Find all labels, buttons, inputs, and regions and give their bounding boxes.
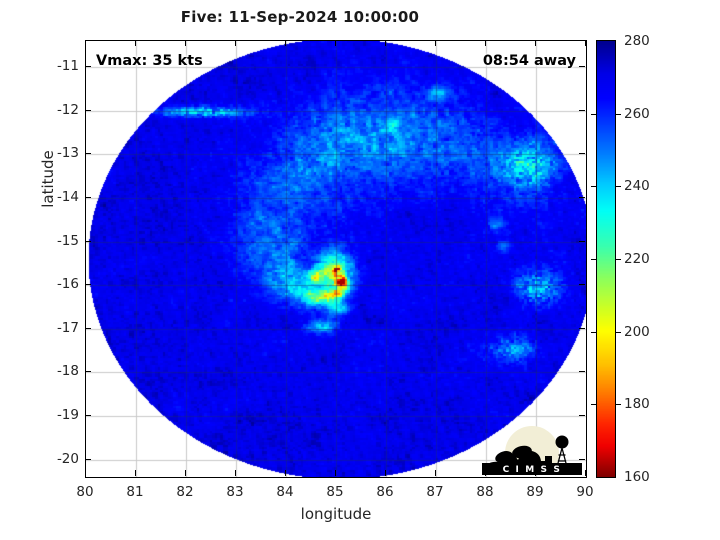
y-tick-label: -12 (56, 101, 79, 118)
y-tick-mark (579, 196, 585, 198)
y-tick-mark (579, 109, 585, 111)
x-tick-mark (285, 40, 286, 46)
y-tick-mark (85, 414, 91, 416)
y-tick-mark (579, 284, 585, 286)
y-tick-mark (579, 458, 585, 460)
colorbar-tick-label: 280 (624, 33, 650, 49)
colorbar-tick-mark (591, 113, 596, 115)
colorbar-tick-label: 200 (624, 323, 650, 340)
y-tick-label: -19 (56, 406, 79, 423)
page-title: Five: 11-Sep-2024 10:00:00 (180, 8, 420, 26)
y-tick-mark (579, 240, 585, 242)
time-away-annotation: 08:54 away (482, 53, 576, 69)
y-tick-mark (579, 327, 585, 329)
y-tick-label: -20 (56, 450, 79, 467)
x-tick-label: 85 (326, 484, 344, 500)
cimss-logo: C I M S S (482, 426, 582, 475)
colorbar-tick-mark (591, 331, 596, 333)
x-tick-label: 84 (276, 484, 294, 500)
colorbar-gradient (597, 41, 615, 477)
x-tick-mark (535, 470, 536, 476)
x-tick-mark (585, 40, 586, 46)
x-tick-mark (185, 470, 186, 476)
colorbar-tick-label: 240 (624, 178, 650, 195)
y-tick-label: -16 (56, 276, 79, 293)
y-tick-mark (85, 153, 91, 155)
colorbar-tick-mark (616, 186, 621, 188)
y-axis-title: latitude (39, 150, 57, 208)
y-tick-mark (579, 153, 585, 155)
cimss-logo-text: C I M S S (503, 465, 562, 475)
x-tick-mark (235, 470, 236, 476)
colorbar-tick-mark (591, 259, 596, 260)
x-tick-mark (135, 470, 136, 476)
colorbar-tick-label: 160 (624, 469, 650, 485)
x-tick-mark (135, 40, 136, 46)
x-tick-mark (435, 40, 436, 46)
x-tick-label: 83 (226, 484, 244, 500)
x-tick-mark (335, 470, 336, 476)
y-tick-mark (85, 327, 91, 329)
x-tick-label: 80 (76, 484, 94, 500)
y-tick-mark (85, 66, 91, 68)
vmax-annotation: Vmax: 35 kts (96, 53, 203, 69)
y-tick-mark (85, 240, 91, 242)
y-tick-mark (85, 284, 91, 286)
y-tick-mark (85, 371, 91, 373)
x-tick-mark (585, 470, 586, 476)
colorbar-tick-mark (591, 186, 596, 188)
x-tick-label: 81 (126, 484, 144, 500)
x-tick-mark (535, 40, 536, 46)
y-tick-label: -14 (56, 188, 79, 205)
x-tick-label: 90 (576, 484, 594, 500)
x-tick-label: 82 (176, 484, 194, 500)
colorbar-tick-label: 260 (624, 105, 650, 122)
colorbar-tick-mark (591, 404, 596, 406)
y-tick-label: -11 (56, 58, 79, 75)
y-tick-mark (85, 458, 91, 460)
x-tick-label: 86 (376, 484, 394, 500)
y-tick-mark (85, 109, 91, 111)
y-tick-label: -13 (56, 145, 79, 162)
y-tick-label: -15 (56, 232, 79, 249)
plot-area: Vmax: 35 kts 08:54 away C I M S S (85, 40, 587, 478)
x-tick-mark (85, 40, 86, 46)
x-tick-mark (385, 40, 386, 46)
brightness-temperature-heatmap (86, 41, 586, 477)
x-tick-mark (385, 470, 386, 476)
y-tick-mark (579, 371, 585, 373)
y-tick-mark (579, 414, 585, 416)
colorbar-tick-mark (616, 259, 621, 260)
colorbar-tick-label: 180 (624, 396, 650, 413)
x-tick-label: 88 (476, 484, 494, 500)
colorbar-tick-mark (616, 404, 621, 406)
y-tick-mark (579, 66, 585, 68)
x-axis-title: longitude (300, 505, 372, 523)
x-tick-label: 89 (526, 484, 544, 500)
x-tick-mark (235, 40, 236, 46)
colorbar-tick-mark (616, 113, 621, 115)
x-tick-mark (185, 40, 186, 46)
x-tick-label: 87 (426, 484, 444, 500)
y-tick-label: -17 (56, 319, 79, 336)
colorbar-tick-label: 220 (624, 251, 650, 267)
x-tick-mark (335, 40, 336, 46)
x-tick-mark (85, 470, 86, 476)
x-tick-mark (485, 40, 486, 46)
colorbar (596, 40, 616, 478)
x-tick-mark (485, 470, 486, 476)
y-tick-mark (85, 196, 91, 198)
colorbar-tick-mark (616, 331, 621, 333)
y-tick-label: -18 (56, 363, 79, 380)
x-tick-mark (435, 470, 436, 476)
x-tick-mark (285, 470, 286, 476)
